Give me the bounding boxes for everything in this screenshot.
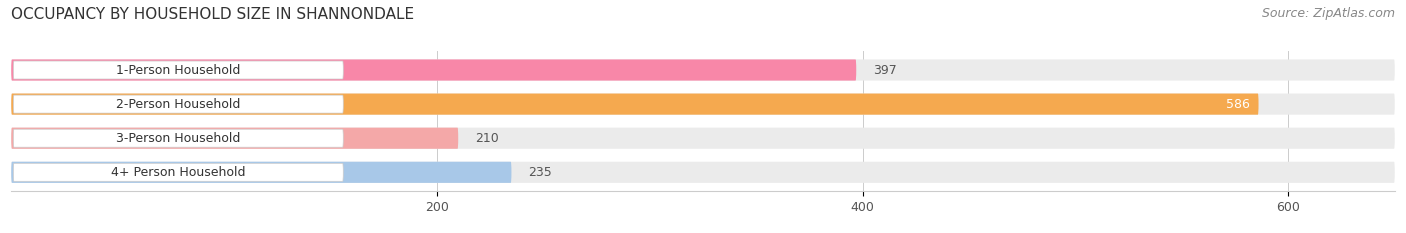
FancyBboxPatch shape <box>11 128 458 149</box>
Text: 1-Person Household: 1-Person Household <box>117 64 240 76</box>
Text: 397: 397 <box>873 64 897 76</box>
FancyBboxPatch shape <box>14 163 343 181</box>
FancyBboxPatch shape <box>11 93 1258 115</box>
Text: 210: 210 <box>475 132 499 145</box>
Text: Source: ZipAtlas.com: Source: ZipAtlas.com <box>1261 7 1395 20</box>
Text: 4+ Person Household: 4+ Person Household <box>111 166 246 179</box>
Text: OCCUPANCY BY HOUSEHOLD SIZE IN SHANNONDALE: OCCUPANCY BY HOUSEHOLD SIZE IN SHANNONDA… <box>11 7 415 22</box>
FancyBboxPatch shape <box>14 95 343 113</box>
FancyBboxPatch shape <box>11 128 1395 149</box>
Text: 3-Person Household: 3-Person Household <box>117 132 240 145</box>
FancyBboxPatch shape <box>11 59 1395 81</box>
FancyBboxPatch shape <box>11 93 1395 115</box>
Text: 235: 235 <box>529 166 553 179</box>
FancyBboxPatch shape <box>11 162 512 183</box>
FancyBboxPatch shape <box>11 162 1395 183</box>
Text: 2-Person Household: 2-Person Household <box>117 98 240 111</box>
FancyBboxPatch shape <box>11 59 856 81</box>
FancyBboxPatch shape <box>14 61 343 79</box>
FancyBboxPatch shape <box>14 129 343 147</box>
Text: 586: 586 <box>1226 98 1250 111</box>
